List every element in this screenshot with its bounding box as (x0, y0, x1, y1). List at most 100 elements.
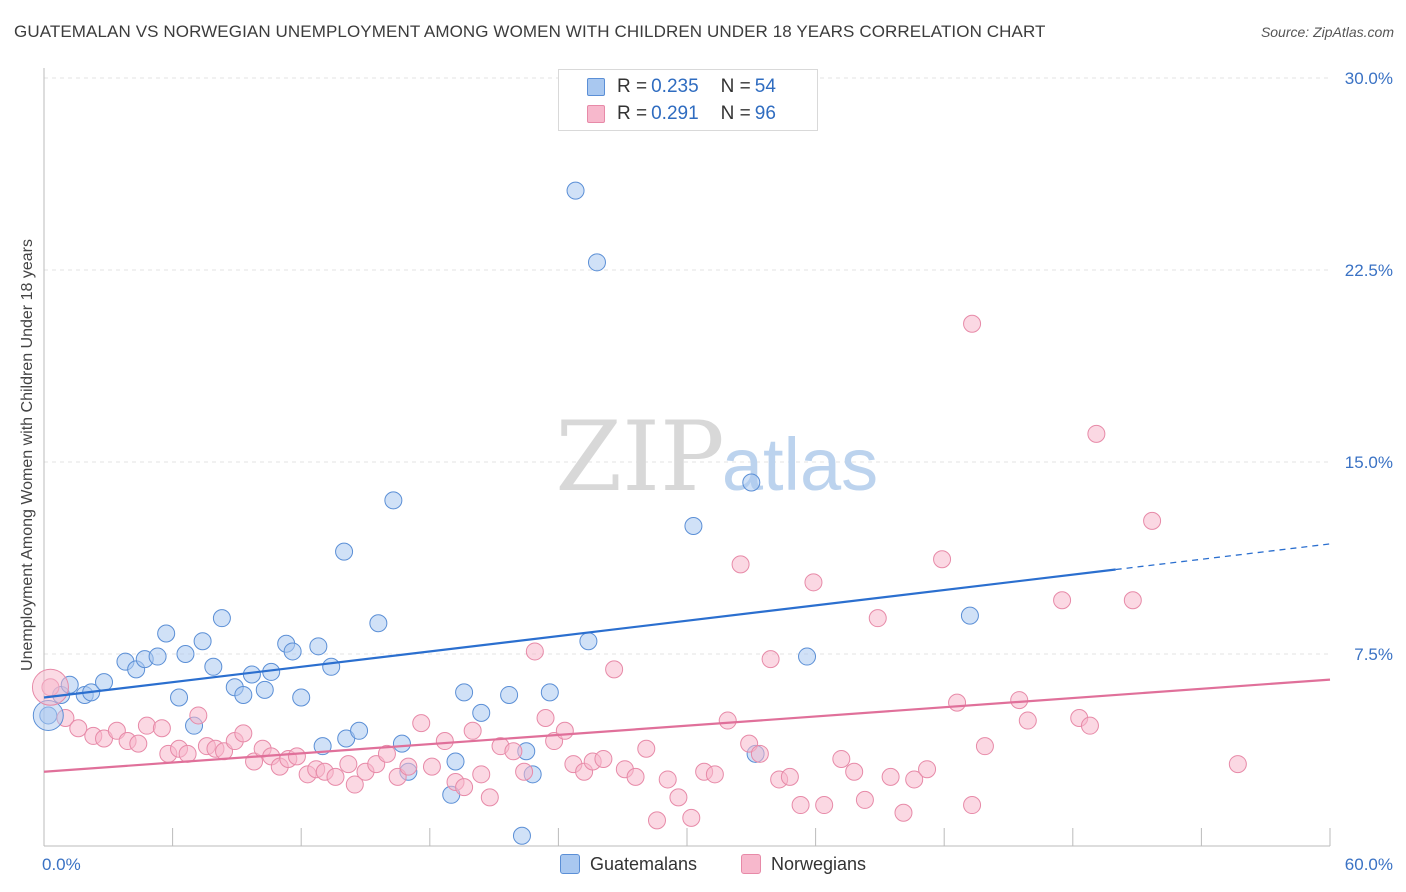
point-norwegians (525, 642, 544, 661)
point-guatemalans (170, 688, 189, 707)
point-norwegians (791, 796, 810, 815)
point-guatemalans (500, 685, 519, 704)
bottom-legend-guatemalans: Guatemalans (560, 852, 697, 876)
point-norwegians (463, 721, 482, 740)
point-norwegians (536, 709, 555, 727)
point-norwegians (658, 770, 677, 789)
point-norwegians (339, 755, 358, 774)
point-norwegians (515, 762, 534, 781)
legend-swatch-guatemalans (587, 78, 605, 96)
point-norwegians (1087, 424, 1106, 443)
point-norwegians (1143, 511, 1162, 530)
point-norwegians (69, 719, 88, 738)
point-norwegians (918, 760, 937, 779)
point-norwegians (705, 765, 724, 784)
point-guatemalans (684, 517, 703, 535)
point-norwegians (480, 788, 499, 807)
point-norwegians (326, 767, 345, 786)
legend-r-label: R = (617, 76, 648, 97)
point-guatemalans (292, 688, 311, 707)
point-guatemalans (309, 637, 328, 656)
point-guatemalans (472, 703, 491, 722)
y-axis-label: Unemployment Among Women with Children U… (19, 239, 36, 671)
point-norwegians (1228, 755, 1247, 774)
source-credit: Source: ZipAtlas.com (1260, 24, 1394, 40)
point-norwegians (435, 732, 454, 751)
point-norwegians (637, 739, 656, 758)
point-norwegians (377, 744, 396, 763)
legend-r-label: R = (617, 103, 648, 124)
point-guatemalans (212, 609, 231, 628)
point-guatemalans (512, 826, 531, 845)
point-guatemalans (193, 632, 212, 651)
point-norwegians (412, 714, 431, 733)
point-norwegians (845, 762, 864, 781)
legend-n-label: N = (720, 76, 751, 97)
legend-n-label: N = (720, 103, 751, 124)
bottom-legend-swatch-norwegians (741, 854, 761, 874)
point-norwegians (1053, 591, 1072, 610)
point-norwegians (234, 724, 253, 743)
point-norwegians (868, 609, 887, 628)
point-norwegians (894, 803, 913, 822)
watermark-zip: ZIP (555, 401, 724, 513)
point-norwegians (455, 778, 474, 797)
point-norwegians (750, 744, 769, 763)
point-guatemalans (384, 491, 403, 510)
point-norwegians (718, 711, 737, 730)
point-guatemalans (350, 721, 369, 740)
point-guatemalans (540, 683, 559, 702)
point-norwegians (129, 734, 148, 753)
point-norwegians (948, 693, 967, 712)
point-norwegians (647, 811, 666, 830)
point-guatemalans (322, 657, 341, 676)
point-norwegians (933, 550, 952, 569)
correlation-legend: R = 0.235 N = 54 R = 0.291 N = 96 (558, 69, 818, 131)
point-norwegians (963, 314, 982, 333)
bottom-legend-label: Norwegians (771, 853, 867, 874)
point-norwegians (472, 765, 491, 784)
point-norwegians (1018, 711, 1037, 730)
legend-n-value: 54 (754, 76, 776, 97)
point-norwegians (682, 808, 701, 827)
point-guatemalans (392, 734, 411, 753)
point-guatemalans (566, 181, 585, 200)
point-norwegians (855, 790, 874, 809)
point-norwegians (626, 767, 645, 786)
point-guatemalans (369, 614, 388, 633)
point-guatemalans (455, 683, 474, 702)
legend-n-value: 96 (754, 103, 776, 124)
trend-line-guatemalans (43, 568, 1116, 699)
bottom-legend-label: Guatemalans (590, 853, 698, 874)
point-norwegians (152, 719, 171, 738)
point-norwegians (178, 744, 197, 763)
point-norwegians (815, 796, 834, 815)
data-points (31, 181, 1247, 845)
point-norwegians (881, 767, 900, 786)
point-norwegians (594, 749, 613, 768)
point-guatemalans (176, 645, 195, 663)
point-norwegians (287, 747, 306, 766)
point-norwegians (422, 757, 441, 776)
point-norwegians (189, 706, 208, 725)
point-guatemalans (234, 685, 253, 704)
point-norwegians (975, 737, 994, 756)
point-norwegians (555, 721, 574, 740)
x-tick-label-max: 60.0% (1345, 855, 1393, 874)
point-norwegians (137, 716, 156, 735)
y-tick-label: 30.0% (1345, 69, 1393, 88)
tick-labels: 7.5% 15.0% 22.5% 30.0% 0.0% 60.0% (42, 69, 1393, 874)
chart-title: GUATEMALAN VS NORWEGIAN UNEMPLOYMENT AMO… (14, 22, 1046, 41)
watermark-atlas: atlas (722, 423, 878, 506)
point-guatemalans (742, 473, 761, 492)
y-tick-label: 22.5% (1345, 261, 1393, 280)
y-tick-label: 7.5% (1354, 645, 1393, 664)
point-norwegians (1010, 691, 1029, 710)
point-guatemalans (579, 632, 598, 651)
point-norwegians (832, 749, 851, 768)
point-guatemalans (798, 647, 817, 666)
point-norwegians (1123, 591, 1142, 610)
point-norwegians (804, 573, 823, 592)
grid-lines (44, 77, 1330, 655)
point-guatemalans (446, 752, 465, 771)
